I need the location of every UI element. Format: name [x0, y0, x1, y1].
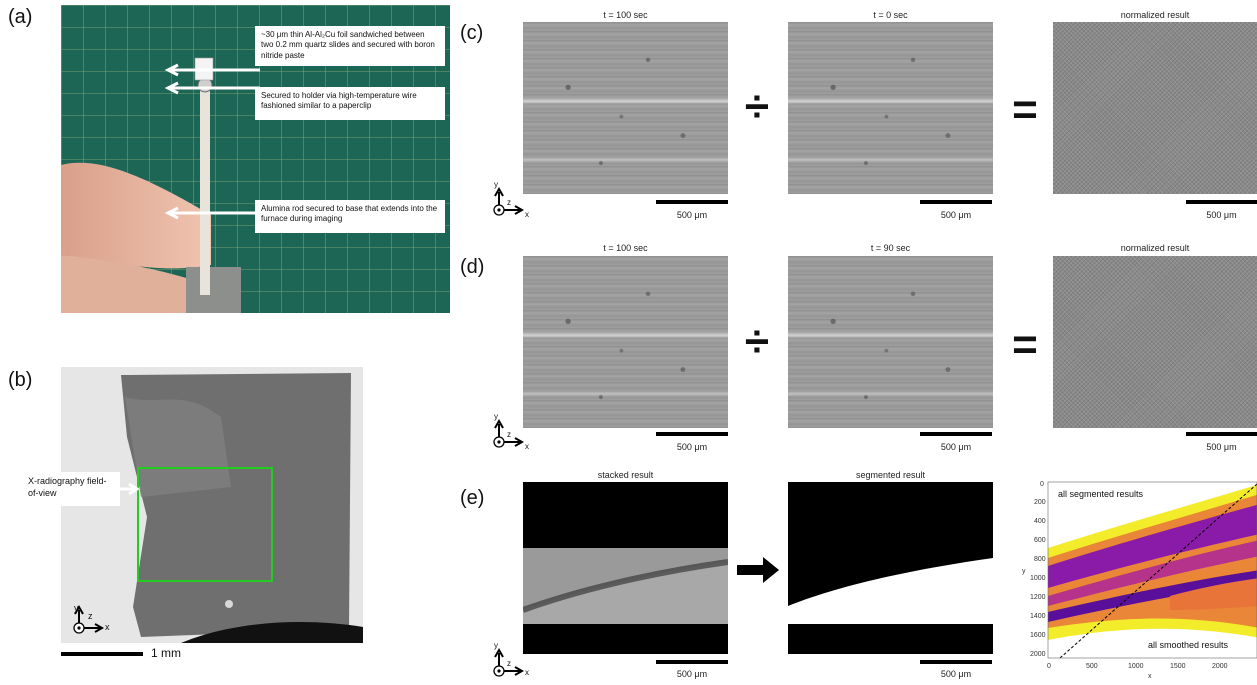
c-scale-label-1: 500 μm	[676, 210, 708, 220]
panel-label-c: (c)	[460, 22, 484, 44]
c-scale-bar-3	[1186, 200, 1257, 204]
d-title-3: normalized result	[1120, 243, 1190, 253]
annotation-foil: ~30 μm thin Al-Al₂Cu foil sandwiched bet…	[255, 26, 445, 66]
xtick-3: 1500	[1170, 663, 1186, 670]
c-title-3: normalized result	[1120, 10, 1190, 20]
contour-x-ticks: 0 500 1000 1500 2000	[1047, 663, 1228, 670]
d-radiograph-t90	[788, 256, 993, 428]
axis-d-z: z	[507, 430, 511, 439]
e-process-arrow	[737, 557, 779, 583]
axis-b-y: y	[74, 603, 79, 613]
foil-sample-shape	[121, 373, 363, 643]
contour-label-smoothed: all smoothed results	[1148, 640, 1229, 650]
d-divide-symbol: ÷	[744, 317, 770, 366]
xtick-1: 500	[1086, 663, 1098, 670]
c-title-2: t = 0 sec	[873, 10, 908, 20]
e-scale-bar-1	[656, 660, 728, 664]
segmented-result-image	[788, 558, 993, 624]
ytick-6: 1200	[1030, 594, 1046, 601]
d-scale-label-2: 500 μm	[940, 442, 972, 452]
c-scale-label-2: 500 μm	[940, 210, 972, 220]
e-scale-bar-2	[920, 660, 992, 664]
xtick-0: 0	[1047, 663, 1051, 670]
scale-bar-b	[61, 652, 143, 656]
contour-label-segmented: all segmented results	[1058, 489, 1144, 499]
d-scale-bar-2	[920, 432, 992, 436]
d-scale-label-3: 500 μm	[1206, 442, 1237, 452]
axis-c-y: y	[494, 180, 498, 189]
contour-ylabel: y	[1022, 568, 1026, 575]
annotation-arrows	[164, 63, 260, 220]
fov-box	[137, 467, 273, 582]
axis-triad-c	[493, 186, 525, 216]
c-radiograph-t100	[523, 22, 728, 194]
ytick-1: 200	[1034, 499, 1046, 506]
d-radiograph-t100	[523, 256, 728, 428]
panel-label-d: (d)	[460, 256, 485, 278]
fov-arrow	[114, 482, 140, 496]
stacked-result-image	[521, 548, 729, 624]
e-scale-label-2: 500 μm	[940, 669, 972, 679]
axis-e-y: y	[494, 641, 498, 650]
axis-triad-e	[493, 647, 525, 677]
axis-c-z: z	[507, 198, 511, 207]
d-title-1: t = 100 sec	[603, 243, 648, 253]
fov-label: X-radiography field-of-view	[22, 472, 120, 506]
c-title-1: t = 100 sec	[603, 10, 648, 20]
e-title-1: stacked result	[597, 470, 654, 480]
axis-e-z: z	[507, 659, 511, 668]
axis-e-x: x	[525, 668, 529, 677]
d-scale-bar-1	[656, 432, 728, 436]
axis-triad-b	[73, 604, 105, 634]
ytick-8: 1600	[1030, 632, 1046, 639]
ytick-4: 800	[1034, 556, 1046, 563]
contour-xlabel: x	[1148, 673, 1152, 680]
panel-label-b: (b)	[8, 369, 33, 391]
panel-label-a: (a)	[8, 6, 33, 28]
c-scale-bar-1	[656, 200, 728, 204]
ytick-9: 2000	[1030, 651, 1046, 658]
c-normalized-result	[1053, 22, 1257, 194]
axis-b-z: z	[88, 611, 93, 621]
axis-c-x: x	[525, 210, 529, 219]
contour-y-ticks: 0 200 400 600 800 1000 1200 1400 1600 20…	[1030, 481, 1046, 658]
e-segmented-result	[788, 482, 993, 654]
d-normalized-result	[1053, 256, 1257, 428]
xtick-4: 2000	[1212, 663, 1228, 670]
ytick-2: 400	[1034, 518, 1046, 525]
c-radiograph-t0	[788, 22, 993, 194]
e-stacked-result	[521, 482, 729, 654]
e-contour-plot: 0 200 400 600 800 1000 1200 1400 1600 20…	[1022, 481, 1257, 680]
panel-label-e: (e)	[460, 487, 485, 509]
ytick-0: 0	[1040, 481, 1044, 488]
ytick-5: 1000	[1030, 575, 1046, 582]
d-title-2: t = 90 sec	[870, 243, 911, 253]
ytick-7: 1400	[1030, 613, 1046, 620]
scale-label-b: 1 mm	[151, 646, 181, 660]
annotation-alumina-rod: Alumina rod secured to base that extends…	[255, 200, 445, 233]
c-equals-symbol: =	[1012, 85, 1038, 134]
annotation-holder-wire: Secured to holder via high-temperature w…	[255, 87, 445, 120]
axis-d-x: x	[525, 442, 529, 451]
c-divide-symbol: ÷	[744, 82, 770, 131]
e-scale-label-1: 500 μm	[676, 669, 708, 679]
c-scale-label-3: 500 μm	[1206, 210, 1237, 220]
axis-triad-d	[493, 418, 525, 448]
ytick-3: 600	[1034, 537, 1046, 544]
d-scale-bar-3	[1186, 432, 1257, 436]
d-scale-label-1: 500 μm	[676, 442, 708, 452]
xtick-2: 1000	[1128, 663, 1144, 670]
d-equals-symbol: =	[1012, 320, 1038, 369]
e-title-2: segmented result	[855, 470, 926, 480]
c-scale-bar-2	[920, 200, 992, 204]
axis-b-x: x	[105, 622, 110, 632]
axis-d-y: y	[494, 412, 498, 421]
